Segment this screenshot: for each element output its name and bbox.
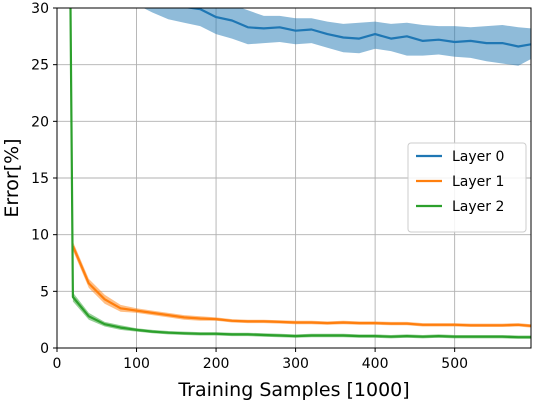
x-tick-label: 0 — [53, 356, 62, 372]
y-tick-label: 30 — [31, 1, 49, 17]
y-tick-label: 10 — [31, 228, 49, 244]
y-tick-label: 20 — [31, 114, 49, 130]
x-axis-label: Training Samples [1000] — [177, 379, 409, 401]
layer-0-band — [143, 8, 531, 66]
y-tick-label: 5 — [40, 284, 49, 300]
y-tick-label: 0 — [40, 341, 49, 357]
legend-box — [407, 142, 527, 233]
legend-label-layer-0: Layer 0 — [452, 149, 504, 165]
series-lines — [69, 8, 531, 339]
x-tick-label: 200 — [203, 356, 230, 372]
axis-ticks: 0 100 200 300 400 500 0 5 10 15 20 25 30 — [31, 1, 468, 372]
y-axis-label: Error[%] — [1, 138, 23, 217]
layer-0-line — [184, 8, 531, 48]
legend-label-layer-1: Layer 1 — [452, 174, 504, 190]
legend-label-layer-2: Layer 2 — [452, 199, 504, 215]
x-tick-label: 300 — [282, 356, 309, 372]
x-tick-label: 400 — [362, 356, 389, 372]
x-tick-label: 100 — [123, 356, 150, 372]
y-tick-label: 15 — [31, 171, 49, 187]
layer-2-line — [69, 8, 531, 339]
layer-1-line — [71, 245, 531, 327]
x-tick-label: 500 — [441, 356, 468, 372]
y-tick-label: 25 — [31, 58, 49, 74]
legend: Layer 0 Layer 1 Layer 2 — [407, 142, 527, 233]
layer-1-band — [72, 241, 531, 328]
